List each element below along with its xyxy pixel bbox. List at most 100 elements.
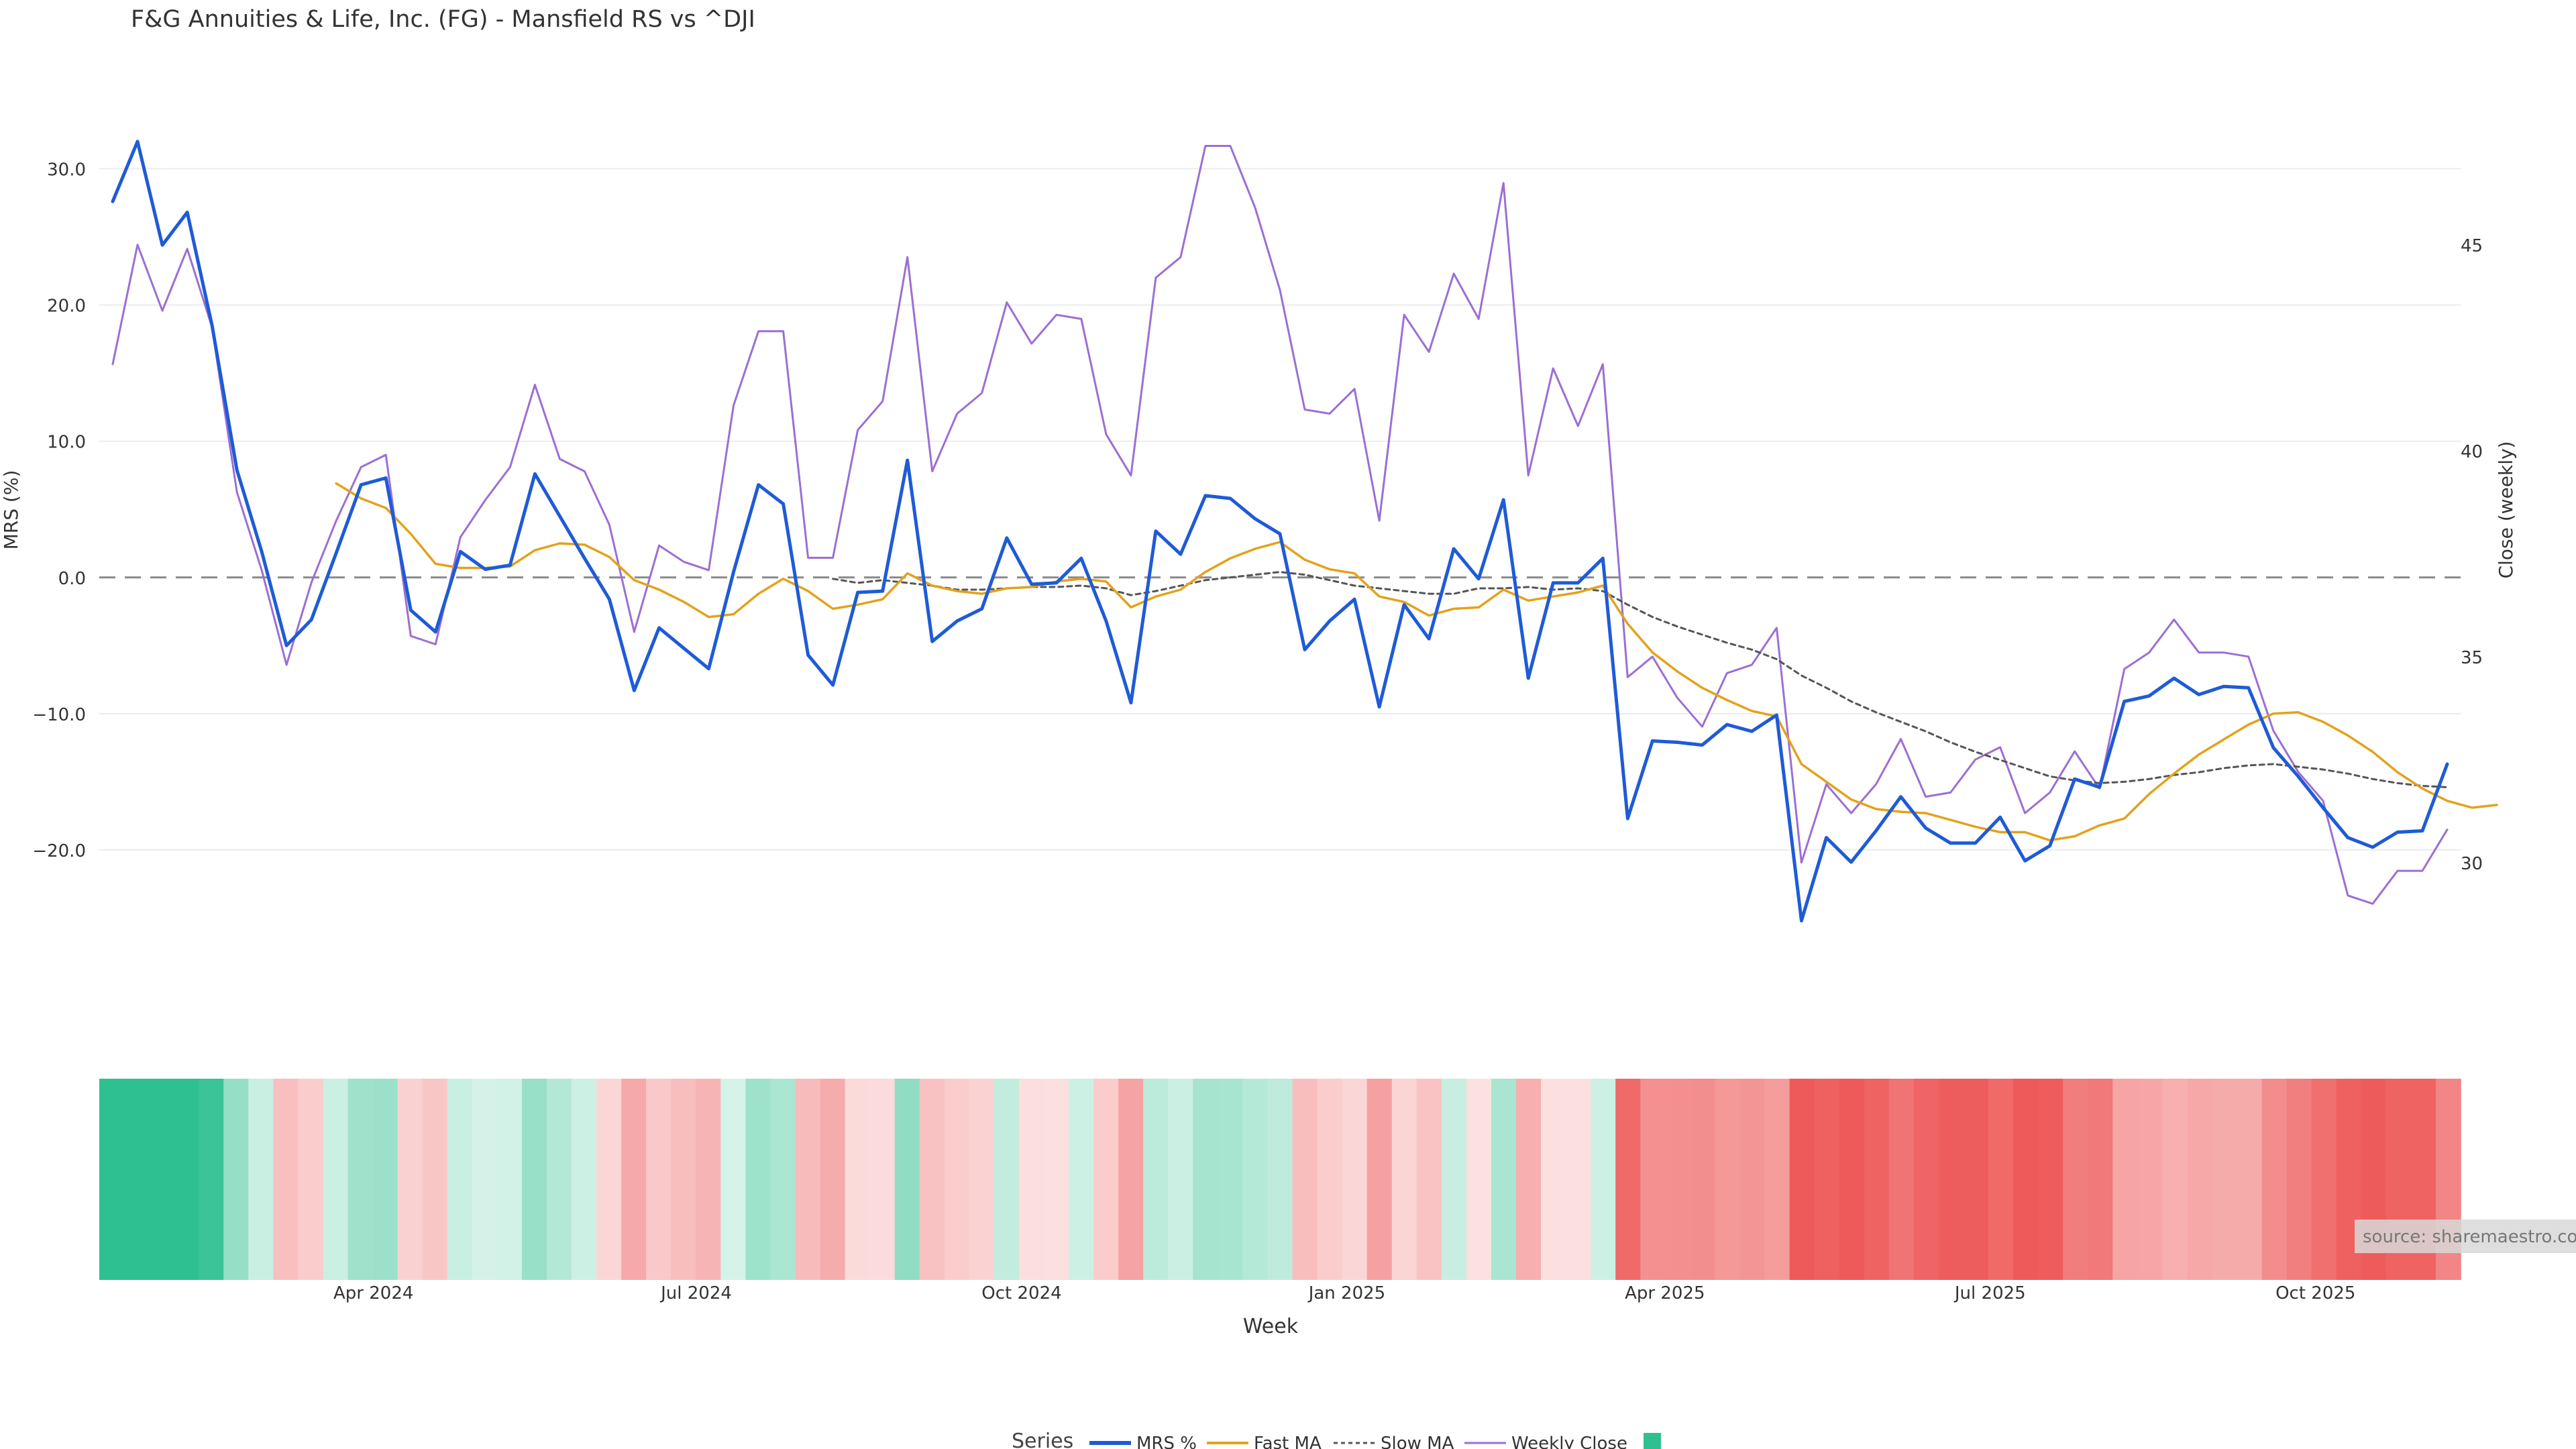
legend-title: Series xyxy=(1012,1430,1073,1449)
y-tick-label-left: 20.0 xyxy=(47,297,86,317)
heatmap-cell xyxy=(1292,1079,1318,1280)
heatmap-cell xyxy=(521,1079,547,1280)
heatmap-cell xyxy=(1814,1079,1840,1280)
heatmap-cell xyxy=(1640,1079,1666,1280)
heatmap-cell xyxy=(1466,1079,1492,1280)
x-tick-label: Apr 2024 xyxy=(333,1283,413,1303)
heatmap-cell xyxy=(696,1079,722,1280)
heatmap-cell xyxy=(323,1079,349,1280)
heatmap-cell xyxy=(1938,1079,1964,1280)
series-line-mrs xyxy=(111,140,2449,922)
heatmap-cell xyxy=(248,1079,274,1280)
heatmap-cell xyxy=(1665,1079,1691,1280)
x-tick-label: Jul 2025 xyxy=(1953,1283,2026,1303)
heatmap-cell xyxy=(472,1079,498,1280)
legend-swatch-heatmap xyxy=(1644,1433,1661,1449)
x-tick-label: Jan 2025 xyxy=(1307,1283,1386,1303)
legend-label-weekly-close: Weekly Close xyxy=(1511,1434,1627,1449)
heatmap-cell xyxy=(2063,1079,2089,1280)
source-note-background xyxy=(2355,1220,2576,1253)
heatmap-cell xyxy=(2286,1079,2312,1280)
heatmap-cell xyxy=(447,1079,473,1280)
heatmap-cell xyxy=(820,1079,846,1280)
heatmap-cell xyxy=(1143,1079,1169,1280)
heatmap-cell xyxy=(1963,1079,1989,1280)
heatmap-cell xyxy=(2311,1079,2337,1280)
heatmap-cell xyxy=(1317,1079,1343,1280)
heatmap-cell xyxy=(1044,1079,1069,1280)
heatmap-cell xyxy=(1715,1079,1741,1280)
y-tick-label-left: 30.0 xyxy=(47,160,86,180)
y-tick-label-right: 35 xyxy=(2461,648,2483,668)
legend-label-mrs: MRS % xyxy=(1136,1434,1197,1449)
heatmap-cell xyxy=(2013,1079,2039,1280)
heatmap-cell xyxy=(546,1079,572,1280)
heatmap-cell xyxy=(372,1079,398,1280)
y-tick-label-left: −10.0 xyxy=(32,705,86,725)
heatmap-cell xyxy=(2088,1079,2114,1280)
heatmap-cell xyxy=(2137,1079,2163,1280)
heatmap-cell xyxy=(845,1079,871,1280)
heatmap-cell xyxy=(1018,1079,1044,1280)
heatmap-cell xyxy=(1764,1079,1790,1280)
heatmap-cell xyxy=(1615,1079,1642,1280)
heatmap-cell xyxy=(1168,1079,1194,1280)
heatmap-cell xyxy=(1242,1079,1269,1280)
axis-layer: 30.0 20.0 10.0 0.0 −10.0 −20.0 45 40 35 30 Apr 202… xyxy=(32,160,2483,1303)
heatmap-cell xyxy=(1267,1079,1293,1280)
heatmap-cell xyxy=(223,1079,250,1280)
x-tick-label: Jul 2024 xyxy=(659,1283,732,1303)
heatmap-cell xyxy=(1366,1079,1393,1280)
heatmap-cell xyxy=(149,1079,174,1280)
heatmap-cell xyxy=(770,1079,796,1280)
heatmap-cell xyxy=(894,1079,920,1280)
heatmap-cell xyxy=(1416,1079,1442,1280)
heatmap-cell xyxy=(1218,1079,1244,1280)
heatmap-cell xyxy=(1690,1079,1716,1280)
series-line-slow-ma xyxy=(832,571,2449,788)
heatmap-cell xyxy=(1566,1079,1591,1280)
heatmap-cell xyxy=(1491,1079,1517,1280)
heatmap-cell xyxy=(174,1079,200,1280)
source-note-text: source: sharemaestro.com xyxy=(2363,1227,2576,1247)
x-axis-label: Week xyxy=(1243,1315,1299,1338)
heatmap-cell xyxy=(994,1079,1020,1280)
heatmap-cell xyxy=(572,1079,597,1280)
y-tick-label-left: −20.0 xyxy=(32,841,86,861)
heatmap-cell xyxy=(273,1079,299,1280)
heatmap-cell xyxy=(745,1079,771,1280)
heatmap-cell xyxy=(1069,1079,1094,1280)
heatmap-cell xyxy=(1441,1079,1467,1280)
heatmap-cell xyxy=(671,1079,697,1280)
heatmap-cell xyxy=(124,1079,150,1280)
heatmap-cell xyxy=(1789,1079,1815,1280)
x-tick-label: Apr 2025 xyxy=(1625,1283,1705,1303)
heatmap-cell xyxy=(397,1079,423,1280)
heatmap-cell xyxy=(99,1079,125,1280)
grid-layer xyxy=(99,168,2461,851)
heatmap-cell xyxy=(2187,1079,2213,1280)
heatmap-cell xyxy=(919,1079,945,1280)
heatmap-cell xyxy=(944,1079,970,1280)
heatmap-cell xyxy=(496,1079,523,1280)
x-tick-label: Oct 2025 xyxy=(2275,1283,2355,1303)
series-layer xyxy=(111,140,2498,922)
heatmap-cell xyxy=(1391,1079,1417,1280)
heatmap-cell xyxy=(1839,1079,1865,1280)
heatmap-cell xyxy=(621,1079,647,1280)
heatmap-cell xyxy=(795,1079,821,1280)
heatmap-cell xyxy=(596,1079,622,1280)
x-tick-label: Oct 2024 xyxy=(981,1283,1061,1303)
heatmap-cell xyxy=(2237,1079,2263,1280)
chart-title: F&G Annuities & Life, Inc. (FG) - Mansfi… xyxy=(131,6,755,33)
heatmap-cell xyxy=(1118,1079,1144,1280)
y-axis-right-label: Close (weekly) xyxy=(2495,441,2517,579)
heatmap-cell xyxy=(2162,1079,2188,1280)
heatmap-cell xyxy=(347,1079,374,1280)
y-tick-label-right: 40 xyxy=(2461,442,2483,462)
heatmap-cell xyxy=(869,1079,896,1280)
heatmap-cell xyxy=(1913,1079,1939,1280)
heatmap-cell xyxy=(1541,1079,1566,1280)
heatmap-cell xyxy=(1516,1079,1542,1280)
